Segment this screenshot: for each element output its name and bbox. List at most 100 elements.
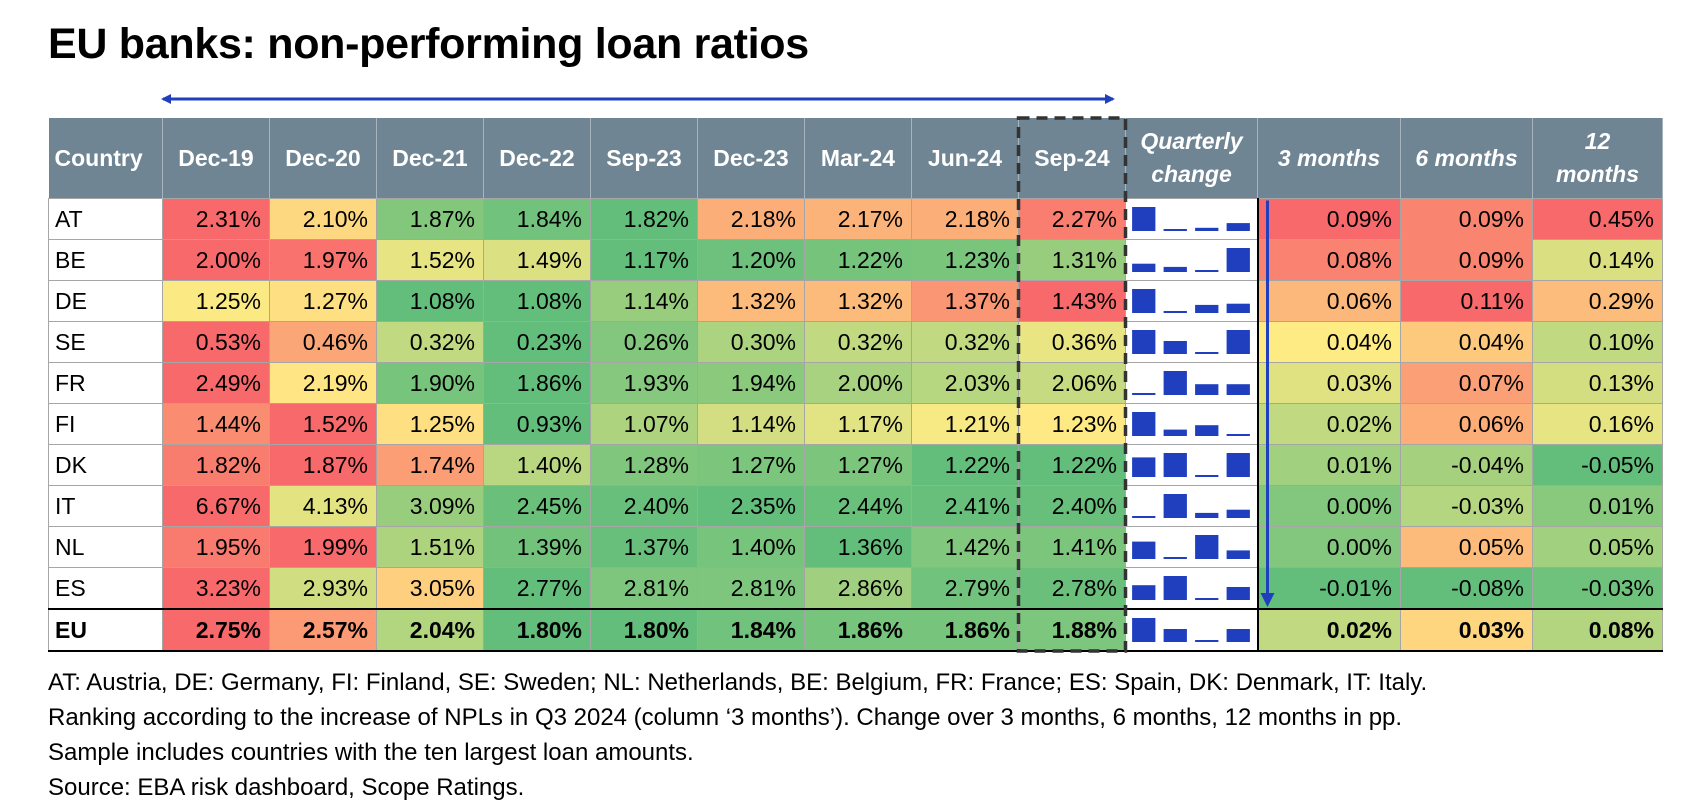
npl-value-cell: 1.93% [590,362,698,404]
sparkline-bar [1163,429,1188,436]
npl-value-cell: 1.37% [590,526,698,568]
npl-value-cell: 3.05% [376,567,484,610]
change-m6-cell: 0.11% [1400,280,1533,322]
change-m12-cell: -0.05% [1532,444,1663,486]
npl-value-cell: 2.86% [804,567,912,610]
change-m12-cell: 0.10% [1532,321,1663,363]
quarterly-change-sparkline [1132,618,1251,642]
table-row: AT 2.31% 2.10% 1.87% 1.84% 1.82% 2.18% 2.17% 2.1… [48,198,1663,240]
npl-value-cell: 2.44% [804,485,912,527]
sparkline-bar [1226,384,1251,395]
table-row: SE 0.53% 0.46% 0.32% 0.23% 0.26% 0.30% 0.32% 0.3… [48,321,1663,363]
quarterly-change-cell [1125,362,1258,404]
quarterly-change-cell [1125,198,1258,240]
sparkline-bar [1132,263,1156,272]
quarterly-change-cell [1125,280,1258,322]
sparkline-bar [1195,227,1219,231]
header-quarterly-line2: change [1151,161,1232,187]
header-country: Country [48,118,163,199]
npl-value-cell: 1.20% [697,239,805,281]
npl-value-cell: 1.14% [590,280,698,322]
npl-value-cell: 1.43% [1018,280,1126,322]
npl-value-cell: 1.36% [804,526,912,568]
npl-value-cell: 0.30% [697,321,805,363]
npl-value-cell: 0.32% [376,321,484,363]
header-6-months: 6 months [1400,118,1533,199]
country-cell: BE [48,239,163,281]
header-period: Jun-24 [911,118,1019,199]
country-cell: IT [48,485,163,527]
sparkline-bar [1132,457,1156,477]
npl-value-cell: 1.74% [376,444,484,486]
change-m3-cell: 0.02% [1256,403,1401,445]
total-row: EU 2.75% 2.57% 2.04% 1.80% 1.80% 1.84% 1.86% 1.8… [48,608,1663,652]
quarterly-change-cell [1125,526,1258,568]
country-cell: FR [48,362,163,404]
sparkline-bar [1195,425,1219,436]
change-m6-cell: 0.04% [1400,321,1533,363]
change-m12-cell: 0.08% [1532,608,1663,652]
quarterly-change-cell [1125,444,1258,486]
sparkline-bar [1132,618,1156,642]
header-period: Sep-23 [590,118,698,199]
change-m12-cell: 0.45% [1532,198,1663,240]
npl-value-cell: 1.07% [590,403,698,445]
npl-value-cell: 2.93% [269,567,377,610]
npl-ratio-table: Country Dec-19 Dec-20 Dec-21 Dec-22 Sep-… [48,118,1663,652]
npl-value-cell: 1.08% [483,280,591,322]
header-3-months: 3 months [1257,118,1401,199]
npl-value-cell: 0.53% [162,321,270,363]
npl-value-cell: 2.81% [697,567,805,610]
npl-value-cell: 6.67% [162,485,270,527]
npl-value-cell: 1.86% [804,608,912,652]
sparkline-bar [1226,223,1251,231]
npl-value-cell: 1.21% [911,403,1019,445]
sparkline-bar [1226,248,1251,272]
header-period: Dec-19 [162,118,270,199]
change-m3-cell: 0.00% [1256,485,1401,527]
sparkline-bar [1163,229,1188,231]
change-m6-cell: -0.08% [1400,567,1533,610]
quarterly-change-sparkline [1132,248,1251,272]
change-m12-cell: 0.05% [1532,526,1663,568]
sparkline-bar [1226,629,1251,642]
quarterly-change-sparkline [1132,494,1251,518]
table-row: DE 1.25% 1.27% 1.08% 1.08% 1.14% 1.32% 1.32% 1.3… [48,280,1663,322]
npl-value-cell: 1.95% [162,526,270,568]
change-m3-cell: 0.00% [1256,526,1401,568]
change-m6-cell: -0.03% [1400,485,1533,527]
sparkline-bar [1195,352,1219,354]
change-m12-cell: 0.29% [1532,280,1663,322]
sparkline-bar [1163,371,1188,395]
npl-value-cell: 0.32% [804,321,912,363]
header-12-line2: months [1555,161,1640,187]
npl-value-cell: 1.97% [269,239,377,281]
npl-value-cell: 1.25% [162,280,270,322]
table-row: FR 2.49% 2.19% 1.90% 1.86% 1.93% 1.94% 2.00% 2.0… [48,362,1663,404]
period-range-arrow [161,94,1115,104]
npl-value-cell: 2.49% [162,362,270,404]
quarterly-change-cell [1125,485,1258,527]
quarterly-change-sparkline [1132,412,1251,436]
npl-value-cell: 2.06% [1018,362,1126,404]
npl-value-cell: 1.32% [697,280,805,322]
change-m3-cell: 0.04% [1256,321,1401,363]
npl-value-cell: 0.46% [269,321,377,363]
header-period: Sep-24 [1018,118,1126,199]
change-m3-cell: 0.01% [1256,444,1401,486]
sparkline-bar [1195,598,1219,600]
npl-value-cell: 2.03% [911,362,1019,404]
npl-value-cell: 0.23% [483,321,591,363]
npl-value-cell: 1.40% [483,444,591,486]
quarterly-change-cell [1125,239,1258,281]
quarterly-change-cell [1125,567,1258,610]
quarterly-change-sparkline [1132,330,1251,354]
npl-value-cell: 2.75% [162,608,270,652]
sparkline-bar [1132,330,1156,354]
header-quarterly-change: Quarterly change [1125,118,1258,199]
sparkline-bar [1163,266,1188,272]
change-m12-cell: 0.01% [1532,485,1663,527]
npl-value-cell: 1.17% [804,403,912,445]
npl-value-cell: 1.27% [697,444,805,486]
npl-value-cell: 1.27% [804,444,912,486]
